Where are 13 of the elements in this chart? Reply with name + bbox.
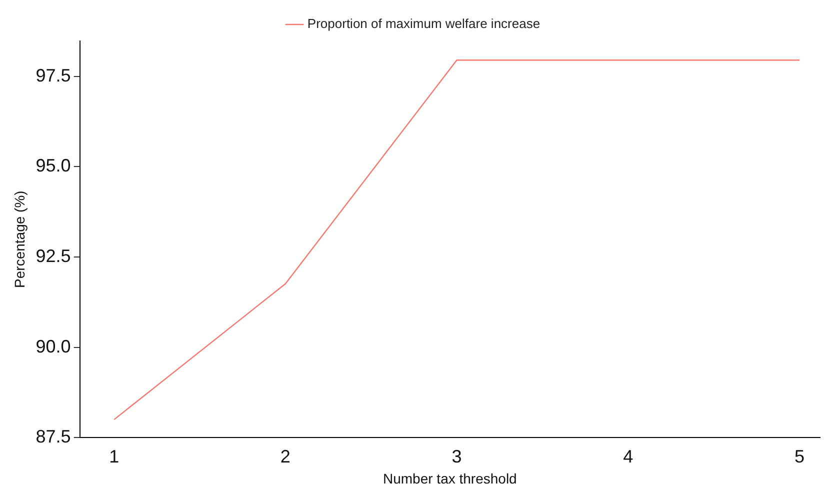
y-tick-label: 92.5	[36, 246, 71, 266]
legend-label: Proportion of maximum welfare increase	[307, 16, 540, 32]
x-tick-label: 3	[452, 446, 462, 466]
x-tick-label: 1	[109, 446, 120, 466]
y-tick-label: 97.5	[36, 65, 71, 86]
x-tick-label: 4	[623, 446, 634, 466]
x-axis-title: Number tax threshold	[382, 470, 517, 486]
y-tick-label: 95.0	[36, 156, 71, 176]
x-tick-label: 2	[280, 446, 290, 466]
y-axis-title: Percentage (%)	[11, 190, 28, 288]
x-tick-label: 5	[794, 446, 804, 466]
y-tick-label: 87.5	[36, 426, 71, 447]
y-tick-label: 90.0	[36, 336, 71, 356]
